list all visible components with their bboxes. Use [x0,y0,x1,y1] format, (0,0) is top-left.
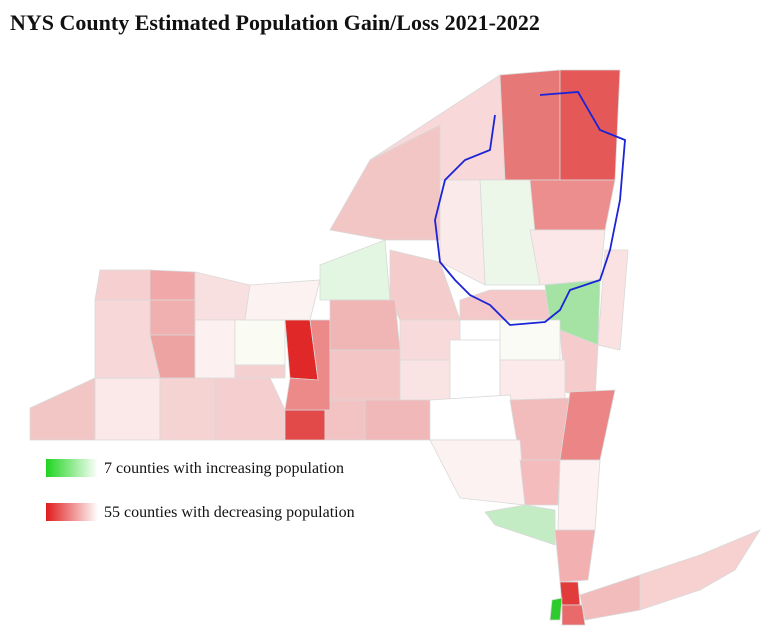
legend-label: 55 counties with decreasing population [104,504,355,521]
counties [29,69,762,626]
legend-label: 7 counties with increasing population [104,460,344,477]
legend-swatch-increase [46,459,98,477]
adirondack-park-boundary [434,91,626,326]
map-title: NYS County Estimated Population Gain/Los… [10,10,540,35]
legend-swatch-decrease [46,503,98,521]
